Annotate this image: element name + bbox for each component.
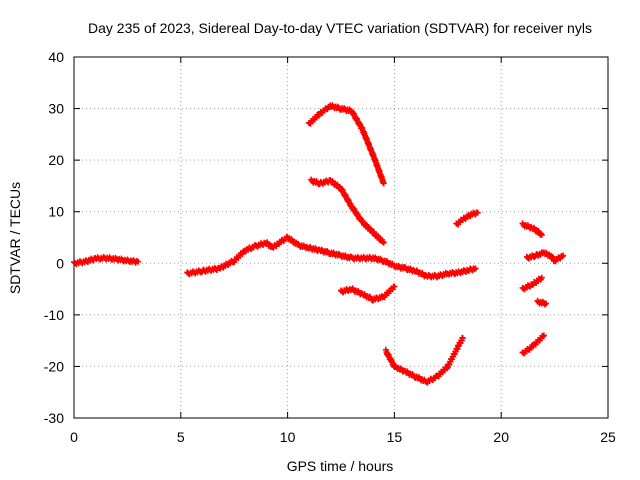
- series-track-5: [338, 283, 398, 304]
- data-series: [71, 102, 567, 386]
- series-track-9: [523, 249, 567, 265]
- y-axis-label: SDTVAR / TECUs: [7, 182, 23, 294]
- x-tick-label: 15: [387, 429, 403, 445]
- series-track-8: [519, 220, 545, 238]
- series-track-4: [308, 176, 387, 246]
- series-track-3: [305, 102, 387, 187]
- series-track-11: [534, 297, 550, 308]
- data-point: [543, 300, 550, 307]
- data-point: [559, 253, 566, 260]
- data-point: [541, 301, 548, 308]
- data-point: [474, 209, 481, 216]
- y-tick-label: 0: [56, 255, 64, 271]
- data-point: [472, 265, 479, 272]
- data-point: [560, 252, 567, 259]
- data-point: [380, 239, 387, 246]
- x-tick-label: 0: [70, 429, 78, 445]
- y-tick-label: 40: [48, 49, 64, 65]
- data-point: [391, 283, 398, 290]
- data-point: [380, 180, 387, 187]
- data-point: [531, 254, 538, 261]
- x-tick-label: 5: [177, 429, 185, 445]
- series-track-1: [71, 254, 142, 268]
- chart-title: Day 235 of 2023, Sidereal Day-to-day VTE…: [88, 20, 592, 36]
- data-point: [135, 258, 142, 265]
- data-point: [538, 274, 545, 281]
- y-tick-label: -20: [44, 358, 64, 374]
- x-tick-label: 20: [493, 429, 509, 445]
- y-tick-label: 10: [48, 204, 64, 220]
- y-tick-label: 30: [48, 101, 64, 117]
- x-tick-label: 25: [600, 429, 616, 445]
- series-track-6: [382, 334, 466, 386]
- plot-frame: [73, 56, 609, 419]
- x-axis-label: GPS time / hours: [287, 458, 394, 474]
- series-track-10: [519, 274, 545, 293]
- x-tick-label: 10: [280, 429, 296, 445]
- x-axis-ticks: 0 5 10 15 20 25: [70, 57, 616, 445]
- y-axis-ticks: -30 -20 -10 0 10 20 30 40: [44, 49, 608, 426]
- data-point: [538, 231, 545, 238]
- data-point: [459, 335, 466, 342]
- series-track-12: [519, 332, 547, 357]
- y-tick-label: 20: [48, 152, 64, 168]
- series-track-2: [184, 233, 479, 281]
- y-tick-label: -10: [44, 307, 64, 323]
- data-point: [471, 266, 478, 273]
- data-point: [540, 332, 547, 339]
- series-track-7: [453, 209, 481, 228]
- grid-lines: [74, 57, 608, 418]
- y-tick-label: -30: [44, 410, 64, 426]
